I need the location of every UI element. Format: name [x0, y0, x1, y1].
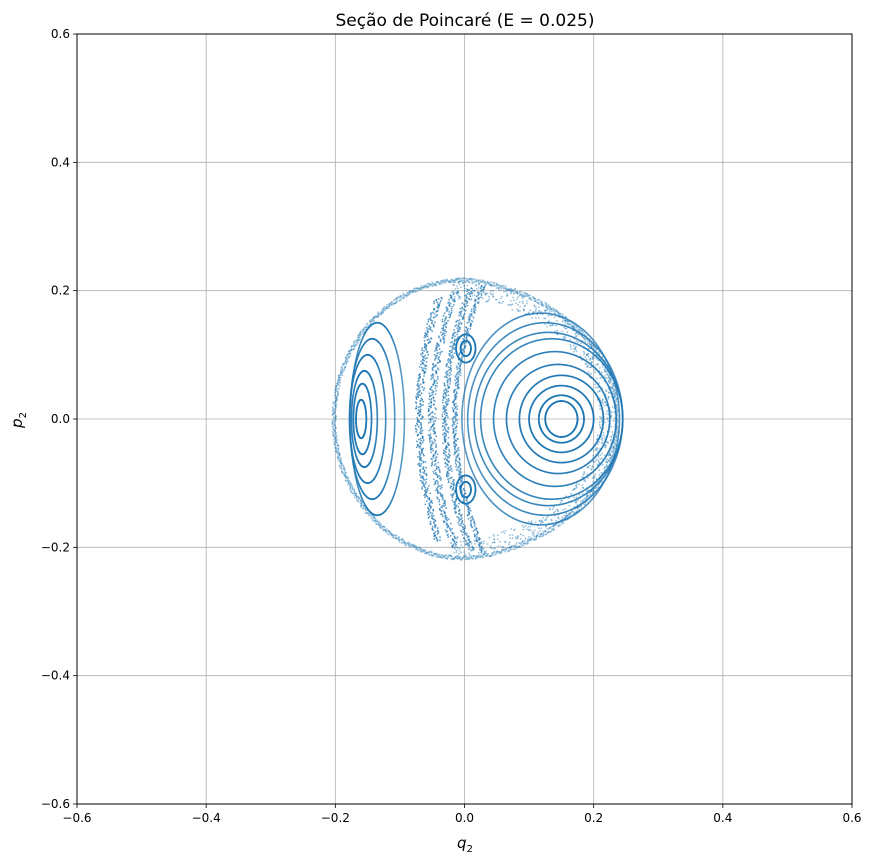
- orbit-point: [608, 418, 611, 421]
- orbit-point: [576, 418, 579, 421]
- orbit-point: [621, 419, 624, 421]
- orbit-point: [370, 419, 373, 421]
- data-points: [331, 276, 624, 561]
- chart-title: Seção de Poincaré (E = 0.025): [336, 11, 595, 31]
- orbit-point: [583, 418, 585, 421]
- orbit-point: [592, 418, 595, 421]
- orbit-point: [602, 418, 605, 421]
- orbit-point: [365, 418, 368, 421]
- grid: [76, 33, 853, 805]
